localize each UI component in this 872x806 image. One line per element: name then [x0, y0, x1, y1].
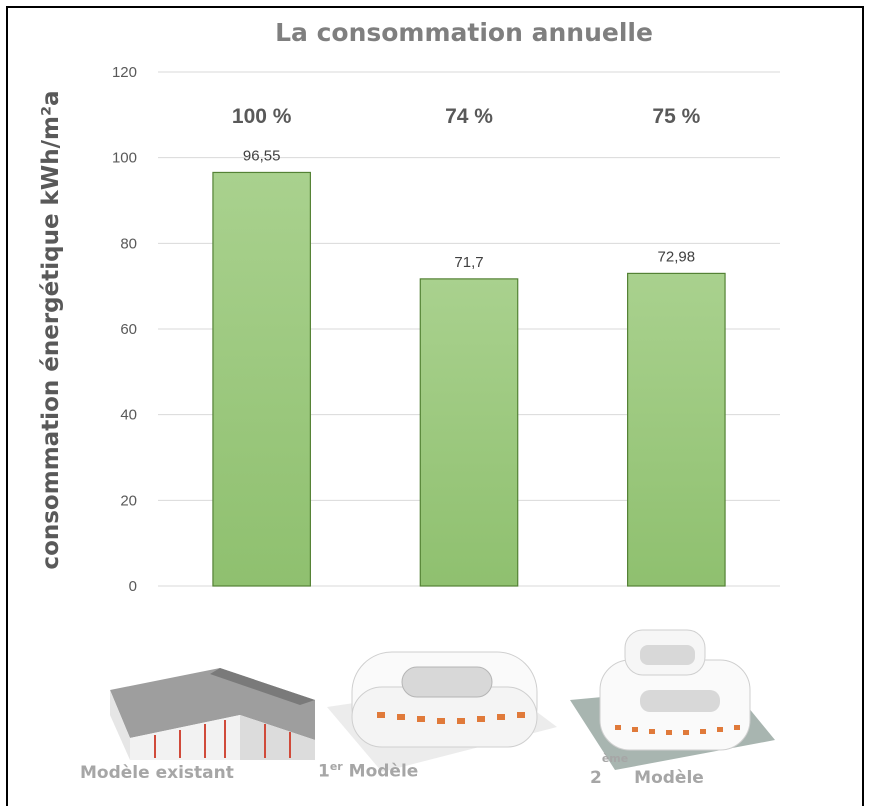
caption-second-superscript: ème: [601, 752, 629, 765]
caption-second-model: 2 ème Modèle: [590, 752, 704, 788]
caption-first-word: Modèle: [348, 761, 419, 782]
value-label: 71,7: [454, 254, 483, 271]
caption-first-model: 1er Modèle: [318, 760, 418, 782]
y-tick-label: 80: [120, 235, 137, 252]
percent-label: 74 %: [445, 105, 493, 128]
existing-building-image: [110, 668, 315, 760]
percent-label: 100 %: [232, 105, 292, 128]
value-label: 72,98: [658, 248, 696, 265]
bar: [212, 171, 311, 587]
caption-second-word: Modèle: [634, 767, 704, 788]
bars: [212, 171, 726, 587]
y-axis-label: consommation énergétique kWh/m²a: [38, 90, 64, 569]
y-tick-label: 100: [112, 150, 137, 167]
caption-existing-text: Modèle existant: [80, 763, 234, 783]
figure-frame: [6, 6, 864, 806]
caption-first-number: 1: [318, 761, 330, 782]
y-axis-ticks: 0 20 40 60 80 100 120: [112, 64, 137, 595]
y-tick-label: 20: [120, 492, 137, 509]
data-labels: 96,55 100 % 71,7 74 % 72,98 75 %: [232, 105, 701, 271]
y-tick-label: 0: [129, 578, 137, 595]
caption-first-superscript: er: [329, 760, 343, 773]
chart-title: La consommation annuelle: [275, 18, 653, 47]
value-label: 96,55: [243, 147, 281, 164]
second-model-image: [570, 629, 775, 770]
y-tick-label: 120: [112, 64, 137, 81]
bar-chart: La consommation annuelle consommation én…: [38, 18, 780, 595]
y-tick-label: 60: [120, 321, 137, 338]
caption-second-number: 2: [590, 767, 602, 788]
y-tick-label: 40: [120, 407, 137, 424]
caption-existing-model: Modèle existant: [80, 763, 234, 783]
percent-label: 75 %: [652, 105, 700, 128]
bar: [419, 278, 519, 587]
first-model-image: [327, 651, 557, 772]
bar: [627, 272, 726, 587]
